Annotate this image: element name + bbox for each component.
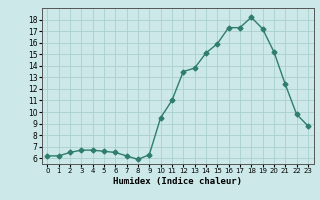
X-axis label: Humidex (Indice chaleur): Humidex (Indice chaleur) (113, 177, 242, 186)
